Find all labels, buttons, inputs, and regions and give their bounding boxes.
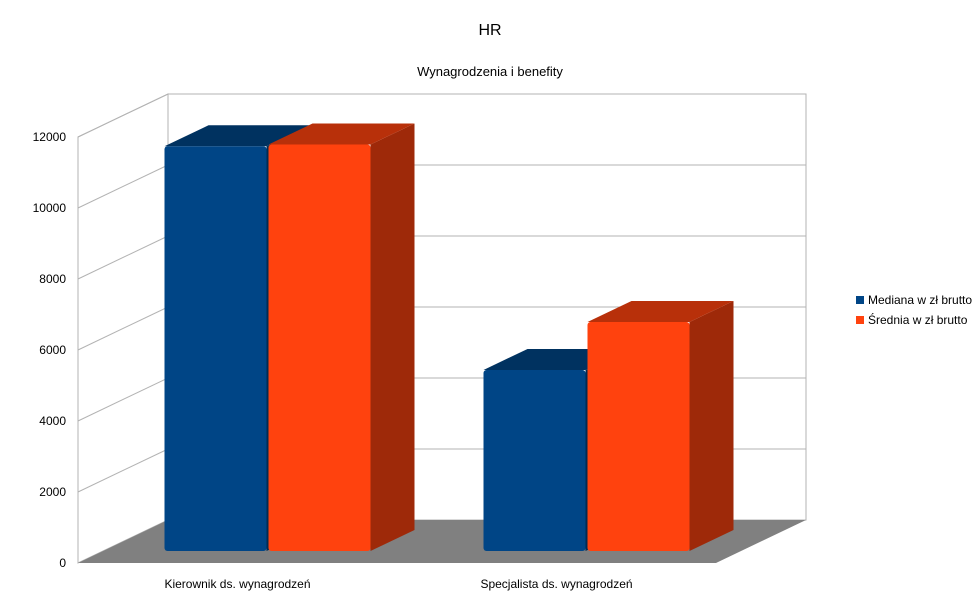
legend-swatch-srednia <box>856 316 864 324</box>
bar-top <box>164 125 311 147</box>
x-axis-ticks: Kierownik ds. wynagrodzeń Specjalista ds.… <box>164 577 632 591</box>
bar-1-0 <box>268 123 415 552</box>
bar-side <box>370 123 415 552</box>
y-tick-label: 6000 <box>39 343 66 357</box>
y-tick-label: 10000 <box>33 201 67 215</box>
gridline-side <box>77 306 169 351</box>
legend-item-mediana: Mediana w zł brutto <box>856 290 972 310</box>
y-axis-ticks: 0 2000 4000 6000 8000 10000 12000 <box>33 130 67 570</box>
bar-top <box>268 123 415 145</box>
y-tick-label: 12000 <box>33 130 67 144</box>
y-tick-label: 2000 <box>39 485 66 499</box>
chart-legend: Mediana w zł brutto Średnia w zł brutto <box>856 290 972 330</box>
gridline-side <box>77 164 169 209</box>
y-tick-label: 8000 <box>39 272 66 286</box>
chart-bars <box>164 123 734 552</box>
gridline-side <box>77 377 169 422</box>
bar-side <box>689 301 734 551</box>
bar-1-1 <box>587 301 734 551</box>
gridline-side <box>77 235 169 280</box>
legend-item-srednia: Średnia w zł brutto <box>856 310 972 330</box>
legend-swatch-mediana <box>856 296 864 304</box>
gridline-side <box>77 448 169 493</box>
y-tick-label: 4000 <box>39 414 66 428</box>
bar-front <box>483 369 586 551</box>
bar-front <box>268 144 371 551</box>
x-tick-label: Kierownik ds. wynagrodzeń <box>164 577 310 591</box>
bar-front <box>587 322 690 551</box>
legend-label-mediana: Mediana w zł brutto <box>868 293 973 307</box>
bar-top <box>587 301 734 323</box>
gridline-side <box>77 93 169 138</box>
bar-front <box>164 146 267 552</box>
legend-label-srednia: Średnia w zł brutto <box>868 313 968 327</box>
chart-title: HR <box>478 22 502 39</box>
x-tick-label: Specjalista ds. wynagrodzeń <box>480 577 632 591</box>
y-tick-label: 0 <box>59 556 66 570</box>
chart-subtitle: Wynagrodzenia i benefity <box>417 64 563 79</box>
